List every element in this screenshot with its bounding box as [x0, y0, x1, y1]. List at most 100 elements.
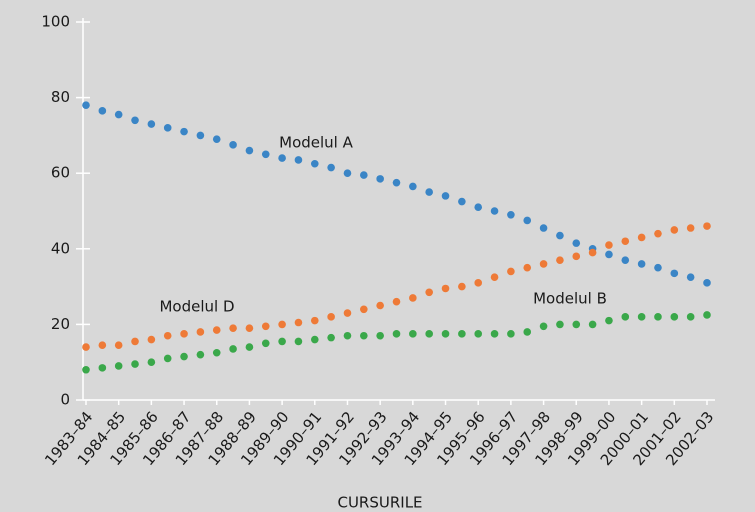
data-point [474, 279, 483, 287]
data-point [131, 337, 139, 346]
data-point [703, 311, 711, 319]
data-point [409, 330, 417, 338]
data-point [572, 252, 581, 261]
data-point [425, 330, 433, 338]
data-point [621, 237, 630, 246]
data-point [163, 354, 172, 363]
data-point [327, 163, 335, 172]
data-point [360, 305, 368, 314]
data-point [507, 210, 515, 219]
data-point [360, 171, 368, 179]
data-point [261, 339, 270, 348]
data-point [588, 320, 597, 329]
data-point [82, 101, 90, 109]
data-point [539, 322, 548, 331]
data-point [114, 362, 123, 370]
data-point [490, 207, 499, 215]
data-point [670, 269, 679, 278]
data-point [605, 316, 613, 325]
data-point [621, 313, 630, 321]
data-point [490, 273, 499, 281]
data-point [409, 294, 417, 302]
data-point [539, 260, 548, 268]
data-point [98, 341, 107, 349]
x-axis-label: CURSURILE [337, 494, 422, 512]
data-point [294, 337, 303, 346]
data-point [458, 197, 466, 206]
data-point [392, 178, 401, 187]
data-point [343, 309, 352, 317]
data-point [686, 313, 695, 321]
data-point [310, 335, 319, 344]
data-point [343, 169, 352, 177]
y-tick-label: 80 [51, 88, 70, 106]
data-point [376, 331, 384, 340]
data-point [637, 260, 646, 268]
data-point [392, 330, 401, 338]
data-point [409, 182, 417, 191]
data-point [147, 358, 156, 367]
data-point [163, 331, 172, 340]
data-point [196, 350, 205, 359]
data-point [670, 313, 679, 321]
data-point [310, 316, 319, 325]
data-point [327, 333, 335, 342]
data-point [261, 150, 270, 159]
data-point [376, 175, 384, 183]
data-point [654, 229, 662, 238]
data-point [343, 331, 352, 340]
data-point [425, 188, 433, 196]
series-label: Modelul A [279, 134, 353, 152]
y-tick-label: 40 [51, 239, 70, 257]
data-point [556, 256, 564, 264]
data-point [605, 250, 613, 259]
data-point [523, 328, 532, 336]
data-point [114, 110, 123, 119]
data-point [392, 297, 401, 306]
data-point [686, 273, 695, 281]
data-point [327, 313, 335, 321]
data-point [98, 107, 107, 115]
y-tick-label: 20 [51, 315, 70, 333]
data-point [654, 263, 662, 272]
data-point [458, 282, 466, 291]
data-point [245, 343, 254, 351]
data-point [507, 267, 515, 276]
data-point [82, 343, 90, 351]
data-point [147, 335, 156, 344]
data-point [229, 324, 237, 332]
data-point [180, 352, 188, 361]
y-tick-label: 0 [60, 391, 70, 409]
data-point [131, 360, 139, 368]
data-point [229, 345, 237, 353]
data-point [294, 156, 303, 164]
data-point [458, 330, 466, 338]
data-point [572, 239, 581, 247]
data-point [588, 248, 597, 257]
data-point [294, 318, 303, 327]
data-point [556, 320, 564, 329]
data-point [441, 330, 450, 338]
data-point [212, 348, 221, 357]
data-point [229, 141, 237, 149]
data-point [670, 226, 679, 234]
data-point [605, 241, 613, 249]
data-point [474, 330, 483, 338]
data-point [163, 124, 172, 132]
series-label: Modelul D [159, 298, 234, 316]
data-point [490, 330, 499, 338]
data-point [686, 224, 695, 232]
data-point [637, 313, 646, 321]
data-point [539, 224, 548, 232]
data-point [572, 320, 581, 329]
data-point [180, 330, 188, 338]
data-point [654, 313, 662, 321]
data-point [310, 159, 319, 168]
data-point [82, 365, 90, 374]
data-point [441, 284, 450, 293]
data-point [376, 301, 384, 310]
data-point [245, 324, 254, 332]
data-point [98, 364, 107, 372]
